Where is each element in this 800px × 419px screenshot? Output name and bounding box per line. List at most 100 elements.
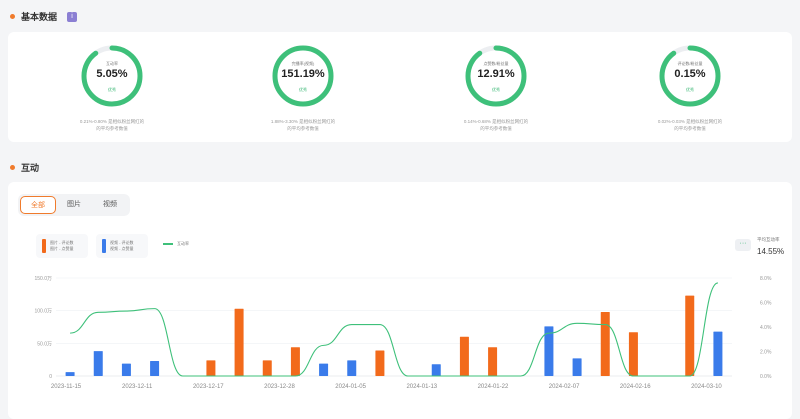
legend-rate-swatch — [163, 243, 173, 245]
section-dot — [10, 165, 15, 170]
legend-image[interactable]: 图片 - 评论数 图片 - 点赞量 — [36, 234, 88, 258]
x-tick-label: 2023-11-15 — [51, 384, 82, 390]
metric-desc-line2: 的平均参考数值 — [96, 126, 128, 131]
metric-item: 互动率 5.05% 优秀 0.21%-0.80% 是相似粉丝网红的 的平均参考数值 — [22, 44, 202, 132]
metric-desc-line1: 1.88%-3.30% 是相似粉丝网红的 — [270, 119, 336, 124]
metric-description: 0.02%-0.03% 是相似粉丝网红的 的平均参考数值 — [600, 118, 780, 132]
metric-status: 优秀 — [492, 87, 500, 92]
metric-status: 优秀 — [686, 87, 694, 92]
bar — [290, 347, 300, 376]
bar — [93, 351, 103, 376]
basic-data-card: 互动率 5.05% 优秀 0.21%-0.80% 是相似粉丝网红的 的平均参考数值 完播率… — [8, 32, 792, 142]
x-tick-label: 2023-12-11 — [122, 384, 153, 390]
gauge-ring — [81, 45, 143, 107]
bar — [600, 311, 610, 376]
metric-desc-line1: 0.02%-0.03% 是相似粉丝网红的 — [657, 119, 723, 124]
gauge-ring — [659, 45, 721, 107]
average-rate-value: 14.55% — [757, 247, 785, 256]
interaction-card — [8, 182, 792, 419]
y-left-tick-label: 0 — [49, 374, 52, 380]
content-type-tabs: 全部 图片 视频 — [18, 194, 130, 216]
legend-video-swatch — [102, 239, 106, 253]
x-tick-label: 2024-01-13 — [406, 384, 437, 390]
legend-rate-label: 互动率 — [177, 241, 189, 246]
more-options-button[interactable]: ··· — [735, 239, 751, 251]
bar — [347, 360, 357, 376]
bar — [206, 360, 216, 376]
bar — [431, 364, 441, 376]
x-tick-label: 2024-01-22 — [478, 384, 509, 390]
legend-rate[interactable]: 互动率 — [163, 241, 189, 247]
average-rate-label: 平均互动率 — [757, 237, 780, 242]
interaction-chart: 150.0万 100.0万 50.0万 0 8.0% 6.0% 4.0% 2.0% 0.0% 20… — [34, 276, 772, 390]
tab-video[interactable]: 视频 — [103, 201, 117, 208]
basic-section-header: 基本数据 i — [10, 10, 78, 23]
x-tick-label: 2024-03-10 — [691, 384, 722, 390]
metric-label: 点赞数/粉丝量 — [483, 61, 509, 66]
gauge-ring — [465, 45, 527, 107]
bar — [375, 350, 385, 376]
y-right-tick-label: 6.0% — [760, 301, 772, 307]
x-tick-label: 2023-12-17 — [193, 384, 224, 390]
gauge-ring — [272, 45, 334, 107]
interaction-section-title: 互动 — [21, 163, 40, 173]
metric-value: 5.05% — [96, 68, 128, 80]
metric-description: 0.14%-0.68% 是相似粉丝网红的 的平均参考数值 — [406, 118, 586, 132]
metric-desc-line1: 0.14%-0.68% 是相似粉丝网红的 — [463, 119, 529, 124]
x-tick-label: 2023-12-28 — [264, 384, 295, 390]
rate-line — [70, 282, 719, 377]
bar — [628, 332, 638, 376]
metric-label: 评论数/粉丝量 — [677, 61, 703, 66]
metric-description: 0.21%-0.80% 是相似粉丝网红的 的平均参考数值 — [22, 118, 202, 132]
x-tick-label: 2024-01-05 — [335, 384, 366, 390]
basic-section-title: 基本数据 — [21, 12, 58, 22]
bar — [544, 326, 554, 376]
y-right-tick-label: 0.0% — [760, 374, 772, 380]
bar — [572, 358, 582, 376]
bar — [121, 363, 131, 376]
metric-value: 0.15% — [674, 68, 706, 80]
metric-gauge: 点赞数/粉丝量 12.91% 优秀 — [464, 44, 528, 108]
metric-gauge: 评论数/粉丝量 0.15% 优秀 — [658, 44, 722, 108]
bar — [65, 372, 75, 376]
y-right-tick-label: 8.0% — [760, 276, 772, 282]
bar — [319, 363, 329, 376]
legend-image-likes: 图片 - 点赞量 — [50, 246, 74, 251]
metric-status: 优秀 — [108, 87, 116, 92]
tab-all[interactable]: 全部 — [20, 196, 56, 214]
interaction-section-header: 互动 — [10, 161, 39, 174]
bar — [459, 336, 469, 376]
y-left-tick-label: 100.0万 — [34, 309, 52, 315]
bar — [262, 360, 272, 376]
legend-image-comments: 图片 - 评论数 — [50, 240, 74, 245]
y-left-tick-label: 150.0万 — [34, 276, 52, 282]
y-left-tick-label: 50.0万 — [37, 341, 52, 347]
bar — [685, 295, 695, 376]
y-right-tick-label: 4.0% — [760, 325, 772, 331]
metric-value: 151.19% — [281, 68, 325, 80]
x-tick-label: 2024-02-16 — [620, 384, 651, 390]
legend-video-likes: 视频 - 点赞量 — [110, 246, 134, 251]
metric-label: 互动率 — [106, 61, 118, 66]
metric-item: 完播率(视频) 151.19% 优秀 1.88%-3.30% 是相似粉丝网红的 的平均参… — [213, 44, 393, 132]
bar — [150, 360, 160, 376]
x-tick-label: 2024-02-07 — [549, 384, 580, 390]
legend-video-comments: 视频 - 评论数 — [110, 240, 134, 245]
tab-image[interactable]: 图片 — [67, 201, 81, 208]
metric-gauge: 完播率(视频) 151.19% 优秀 — [271, 44, 335, 108]
metric-item: 评论数/粉丝量 0.15% 优秀 0.02%-0.03% 是相似粉丝网红的 的平均参考数… — [600, 44, 780, 132]
metric-desc-line2: 的平均参考数值 — [674, 126, 706, 131]
metric-desc-line2: 的平均参考数值 — [287, 126, 319, 131]
bar — [713, 331, 723, 376]
metric-desc-line1: 0.21%-0.80% 是相似粉丝网红的 — [79, 119, 145, 124]
legend-video[interactable]: 视频 - 评论数 视频 - 点赞量 — [96, 234, 148, 258]
metric-desc-line2: 的平均参考数值 — [480, 126, 512, 131]
legend-image-swatch — [42, 239, 46, 253]
bar — [234, 308, 244, 376]
metric-item: 点赞数/粉丝量 12.91% 优秀 0.14%-0.68% 是相似粉丝网红的 的平均参考… — [406, 44, 586, 132]
metric-status: 优秀 — [299, 87, 307, 92]
metric-gauge: 互动率 5.05% 优秀 — [80, 44, 144, 108]
info-icon[interactable]: i — [67, 11, 78, 22]
section-dot — [10, 14, 15, 19]
metric-label: 完播率(视频) — [291, 61, 315, 66]
